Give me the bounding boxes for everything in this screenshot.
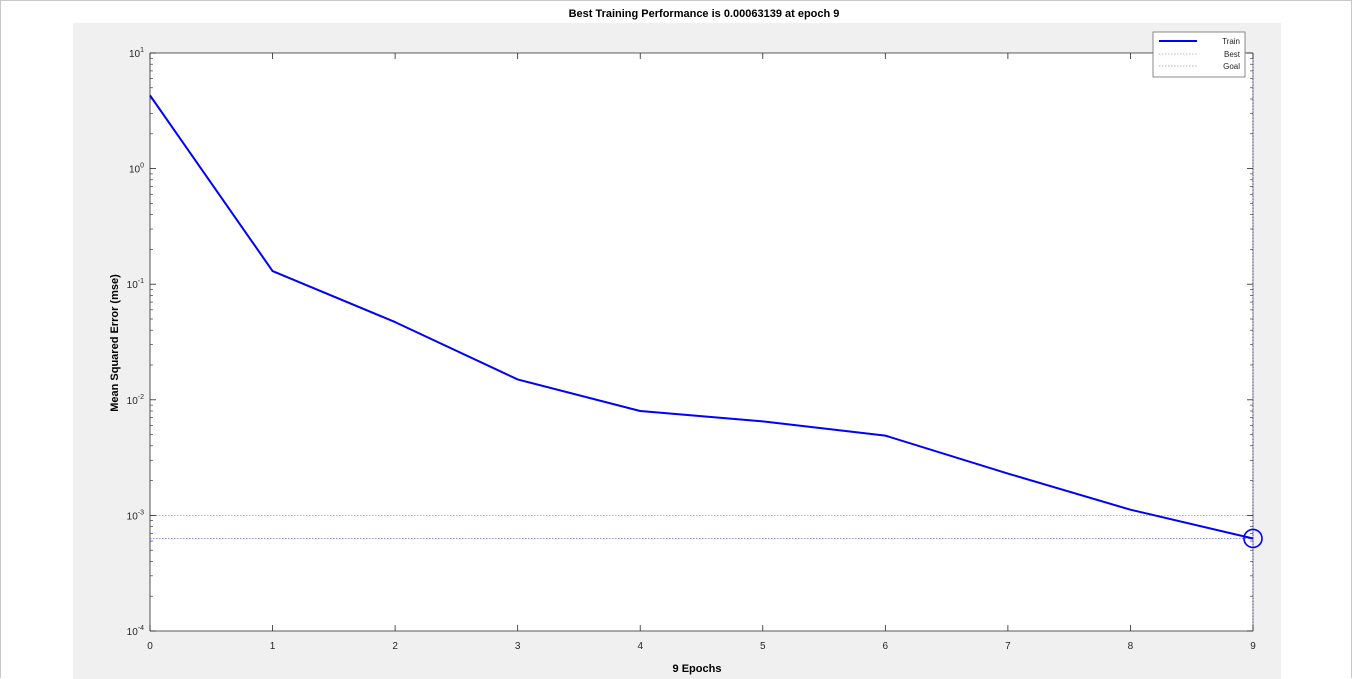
x-tick-label: 2 — [392, 641, 398, 652]
x-ticks-layer: 0 1 2 3 4 5 6 7 8 9 — [147, 53, 1256, 652]
reference-lines-layer — [150, 53, 1254, 631]
x-tick-label: 6 — [883, 641, 889, 652]
plot-area — [150, 53, 1253, 631]
y-tick-label: 101 — [129, 47, 144, 60]
axes-layer — [149, 52, 1254, 632]
series-line-train — [149, 94, 1254, 540]
y-tick-label: 10-3 — [127, 509, 144, 522]
legend-goal-label: Goal — [1223, 62, 1240, 71]
legend: Train Best Goal — [1152, 31, 1246, 78]
x-tick-label: 7 — [1005, 641, 1011, 652]
series-layer — [149, 94, 1263, 549]
y-tick-label: 10-4 — [127, 625, 144, 638]
x-axis-title: 9 Epochs — [673, 663, 722, 675]
chart-title: Best Training Performance is 0.00063139 … — [569, 8, 840, 20]
y-tick-label: 10-1 — [127, 278, 144, 291]
x-tick-label: 8 — [1128, 641, 1134, 652]
x-tick-label: 9 — [1250, 641, 1256, 652]
legend-train-label: Train — [1222, 37, 1240, 46]
x-tick-label: 1 — [270, 641, 276, 652]
legend-best-label: Best — [1224, 50, 1241, 59]
y-ticks-layer: 101 100 10-1 10-2 10-3 10-4 — [127, 47, 1253, 638]
x-tick-label: 4 — [637, 641, 643, 652]
y-axis-title: Mean Squared Error (mse) — [109, 274, 121, 412]
x-tick-label: 5 — [760, 641, 766, 652]
y-tick-label: 100 — [129, 163, 144, 176]
y-tick-label: 10-2 — [127, 394, 144, 407]
best-point-marker — [1243, 528, 1263, 549]
x-tick-label: 3 — [515, 641, 521, 652]
legend-box — [1152, 31, 1246, 78]
x-tick-label: 0 — [147, 641, 153, 652]
